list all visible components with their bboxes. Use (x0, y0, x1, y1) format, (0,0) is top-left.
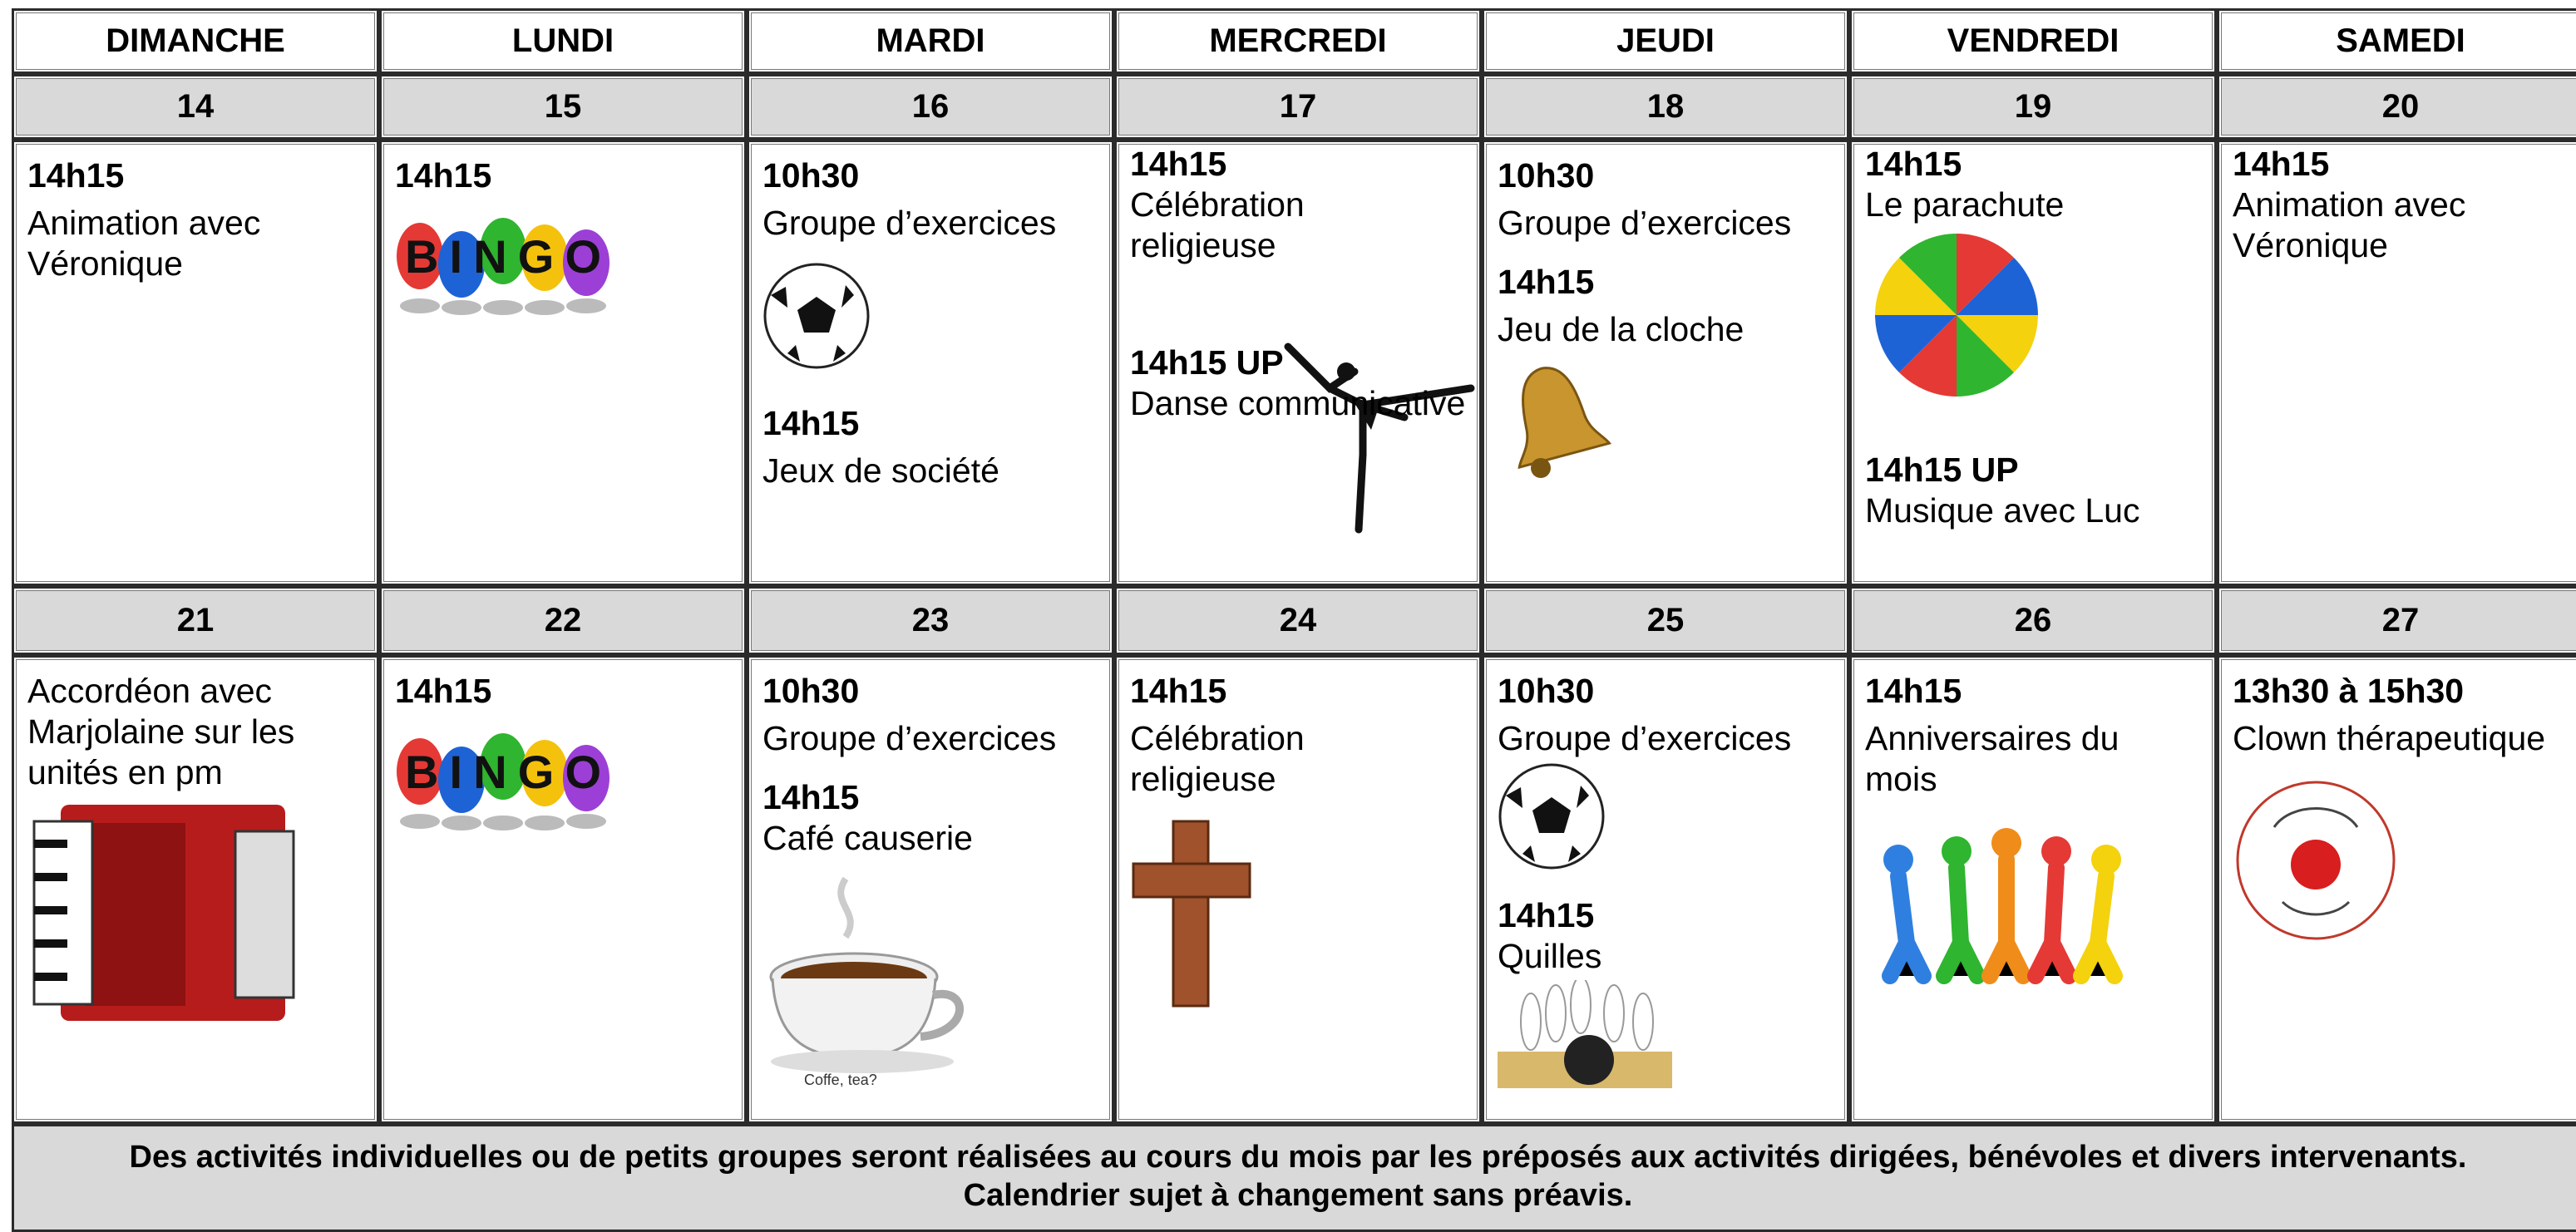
event-text: Groupe d’exercices (762, 719, 1057, 757)
day-cell: Accordéon avec Marjolaine sur les unités… (12, 655, 379, 1124)
dancer-icon (1284, 342, 1475, 534)
event-time: 14h15 (2233, 145, 2330, 183)
event-text: Groupe d’exercices (1498, 204, 1792, 242)
day-cell: 14h15 Le parachute 14h15 UP Musique avec… (1849, 140, 2217, 586)
day-cell: 13h30 à 15h30 Clown thérapeutique (2217, 655, 2576, 1124)
day-header: DIMANCHE (12, 8, 379, 74)
date: 15 (379, 74, 747, 140)
event-text: Groupe d’exercices (762, 204, 1057, 242)
event-time: 14h15 UP (1865, 451, 2019, 489)
party-icon (1882, 828, 2123, 984)
event-text: Quilles (1498, 937, 1602, 975)
event-time: 13h30 à 15h30 (2233, 672, 2465, 710)
event-time: 10h30 (762, 672, 860, 710)
date: 25 (1482, 586, 1849, 655)
day-cell: 14h15 BINGO (379, 655, 747, 1124)
event-text: Accordéon avec Marjolaine sur les unités… (27, 672, 295, 791)
event-time: 14h15 (395, 672, 492, 710)
soccer-ball-icon (1498, 763, 1605, 870)
event-time: 14h15 (1498, 896, 1595, 934)
bingo-icon: BINGO (397, 218, 609, 315)
event-time: 14h15 (27, 156, 125, 195)
date: 27 (2217, 586, 2576, 655)
bell-icon (1517, 367, 1611, 478)
event-time: 14h15 (1130, 672, 1227, 710)
event-time: 10h30 (1498, 156, 1595, 195)
date: 14 (12, 74, 379, 140)
day-header: LUNDI (379, 8, 747, 74)
bingo-text: BINGO (405, 230, 601, 283)
event-text: Célébration religieuse (1130, 185, 1305, 264)
event-text: Danse communicative (1130, 384, 1466, 422)
date: 17 (1114, 74, 1482, 140)
event-text: Le parachute (1865, 185, 2065, 224)
event-text: Café causerie (762, 819, 973, 857)
date: 21 (12, 586, 379, 655)
day-header: VENDREDI (1849, 8, 2217, 74)
bowling-icon (1498, 980, 1672, 1088)
day-cell: 10h30 Groupe d’exercices 14h15 Quilles (1482, 655, 1849, 1124)
date: 26 (1849, 586, 2217, 655)
calendar-grid: DIMANCHE LUNDI MARDI MERCREDI JEUDI VEND… (12, 8, 2576, 1124)
clown-icon (2236, 781, 2396, 940)
event-time: 14h15 (1130, 145, 1227, 183)
event-time: 14h15 (762, 778, 860, 816)
event-time: 14h15 (1865, 672, 1962, 710)
day-header: JEUDI (1482, 8, 1849, 74)
bingo-icon: BINGO (397, 733, 609, 830)
event-text: Clown thérapeutique (2233, 719, 2546, 757)
day-cell: 14h15 BINGO (379, 140, 747, 586)
event-text: Animation avec Véronique (2233, 185, 2466, 264)
event-time: 14h15 (1865, 145, 1962, 183)
day-header: MARDI (747, 8, 1114, 74)
date: 22 (379, 586, 747, 655)
date: 24 (1114, 586, 1482, 655)
footer-line: Des activités individuelles ou de petits… (129, 1140, 2467, 1175)
day-cell: 14h15 Animation avec Véronique (2217, 140, 2576, 586)
event-text: Jeu de la cloche (1498, 310, 1744, 348)
date: 18 (1482, 74, 1849, 140)
coffee-caption: Coffe, tea? (804, 1072, 877, 1088)
day-cell: 10h30 Groupe d’exercices 14h15 Café caus… (747, 655, 1114, 1124)
event-time: 14h15 (1498, 263, 1595, 301)
date: 19 (1849, 74, 2217, 140)
event-time: 14h15 (395, 156, 492, 195)
event-time: 10h30 (1498, 672, 1595, 710)
day-cell: 10h30 Groupe d’exercices 14h15 Jeux de s… (747, 140, 1114, 586)
day-cell: 14h15 Animation avec Véronique (12, 140, 379, 586)
day-header: MERCREDI (1114, 8, 1482, 74)
day-cell: 10h30 Groupe d’exercices 14h15 Jeu de la… (1482, 140, 1849, 586)
event-text: Musique avec Luc (1865, 491, 2140, 530)
date: 23 (747, 586, 1114, 655)
footer-line: Calendrier sujet à changement sans préav… (963, 1178, 1633, 1213)
event-time: 14h15 (762, 404, 860, 442)
day-cell: 14h15 Célébration religieuse 14h15 UP Da… (1114, 140, 1482, 586)
date: 20 (2217, 74, 2576, 140)
day-cell: 14h15 Célébration religieuse (1114, 655, 1482, 1124)
date: 16 (747, 74, 1114, 140)
event-text: Animation avec Véronique (27, 204, 261, 283)
accordion-icon (32, 805, 295, 1021)
day-cell: 14h15 Anniversaires du mois (1849, 655, 2217, 1124)
day-header: SAMEDI (2217, 8, 2576, 74)
event-text: Jeux de société (762, 451, 999, 490)
cross-icon (1132, 820, 1251, 1008)
event-text: Anniversaires du mois (1865, 719, 2120, 798)
event-time: 14h15 UP (1130, 343, 1284, 382)
event-text: Groupe d’exercices (1498, 719, 1792, 757)
parachute-icon (1875, 234, 2038, 397)
bingo-text: BINGO (405, 746, 601, 798)
event-text: Célébration religieuse (1130, 719, 1305, 798)
event-time: 10h30 (762, 156, 860, 195)
coffee-icon: Coffe, tea? (769, 876, 965, 1088)
soccer-ball-icon (763, 263, 870, 369)
footer: Des activités individuelles ou de petits… (12, 1124, 2576, 1232)
